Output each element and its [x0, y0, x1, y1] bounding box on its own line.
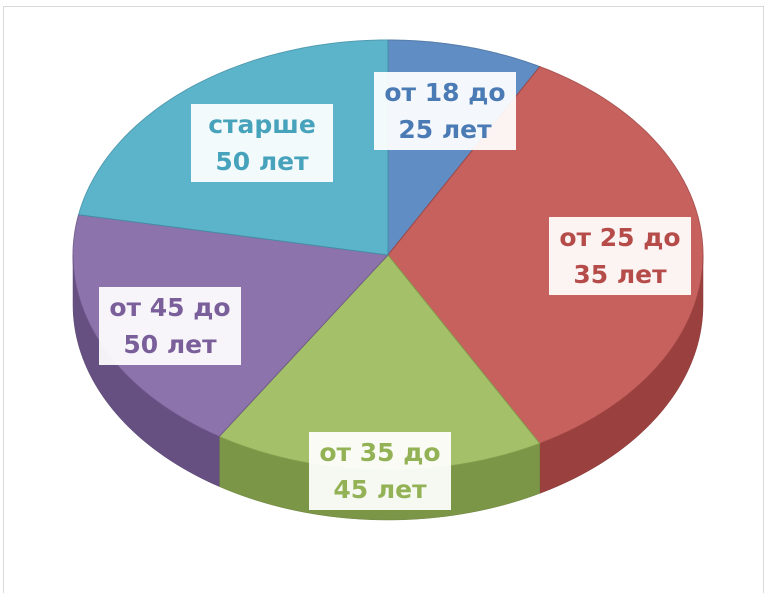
slice-label: от 18 до 25 лет: [374, 72, 516, 150]
slice-label: от 45 до 50 лет: [99, 287, 241, 365]
slice-label: старше 50 лет: [191, 104, 333, 182]
slice-label: от 25 до 35 лет: [549, 217, 691, 295]
slice-top: [387, 65, 704, 445]
slice-label: от 35 до 45 лет: [309, 432, 451, 510]
pie-slice: [387, 65, 704, 494]
